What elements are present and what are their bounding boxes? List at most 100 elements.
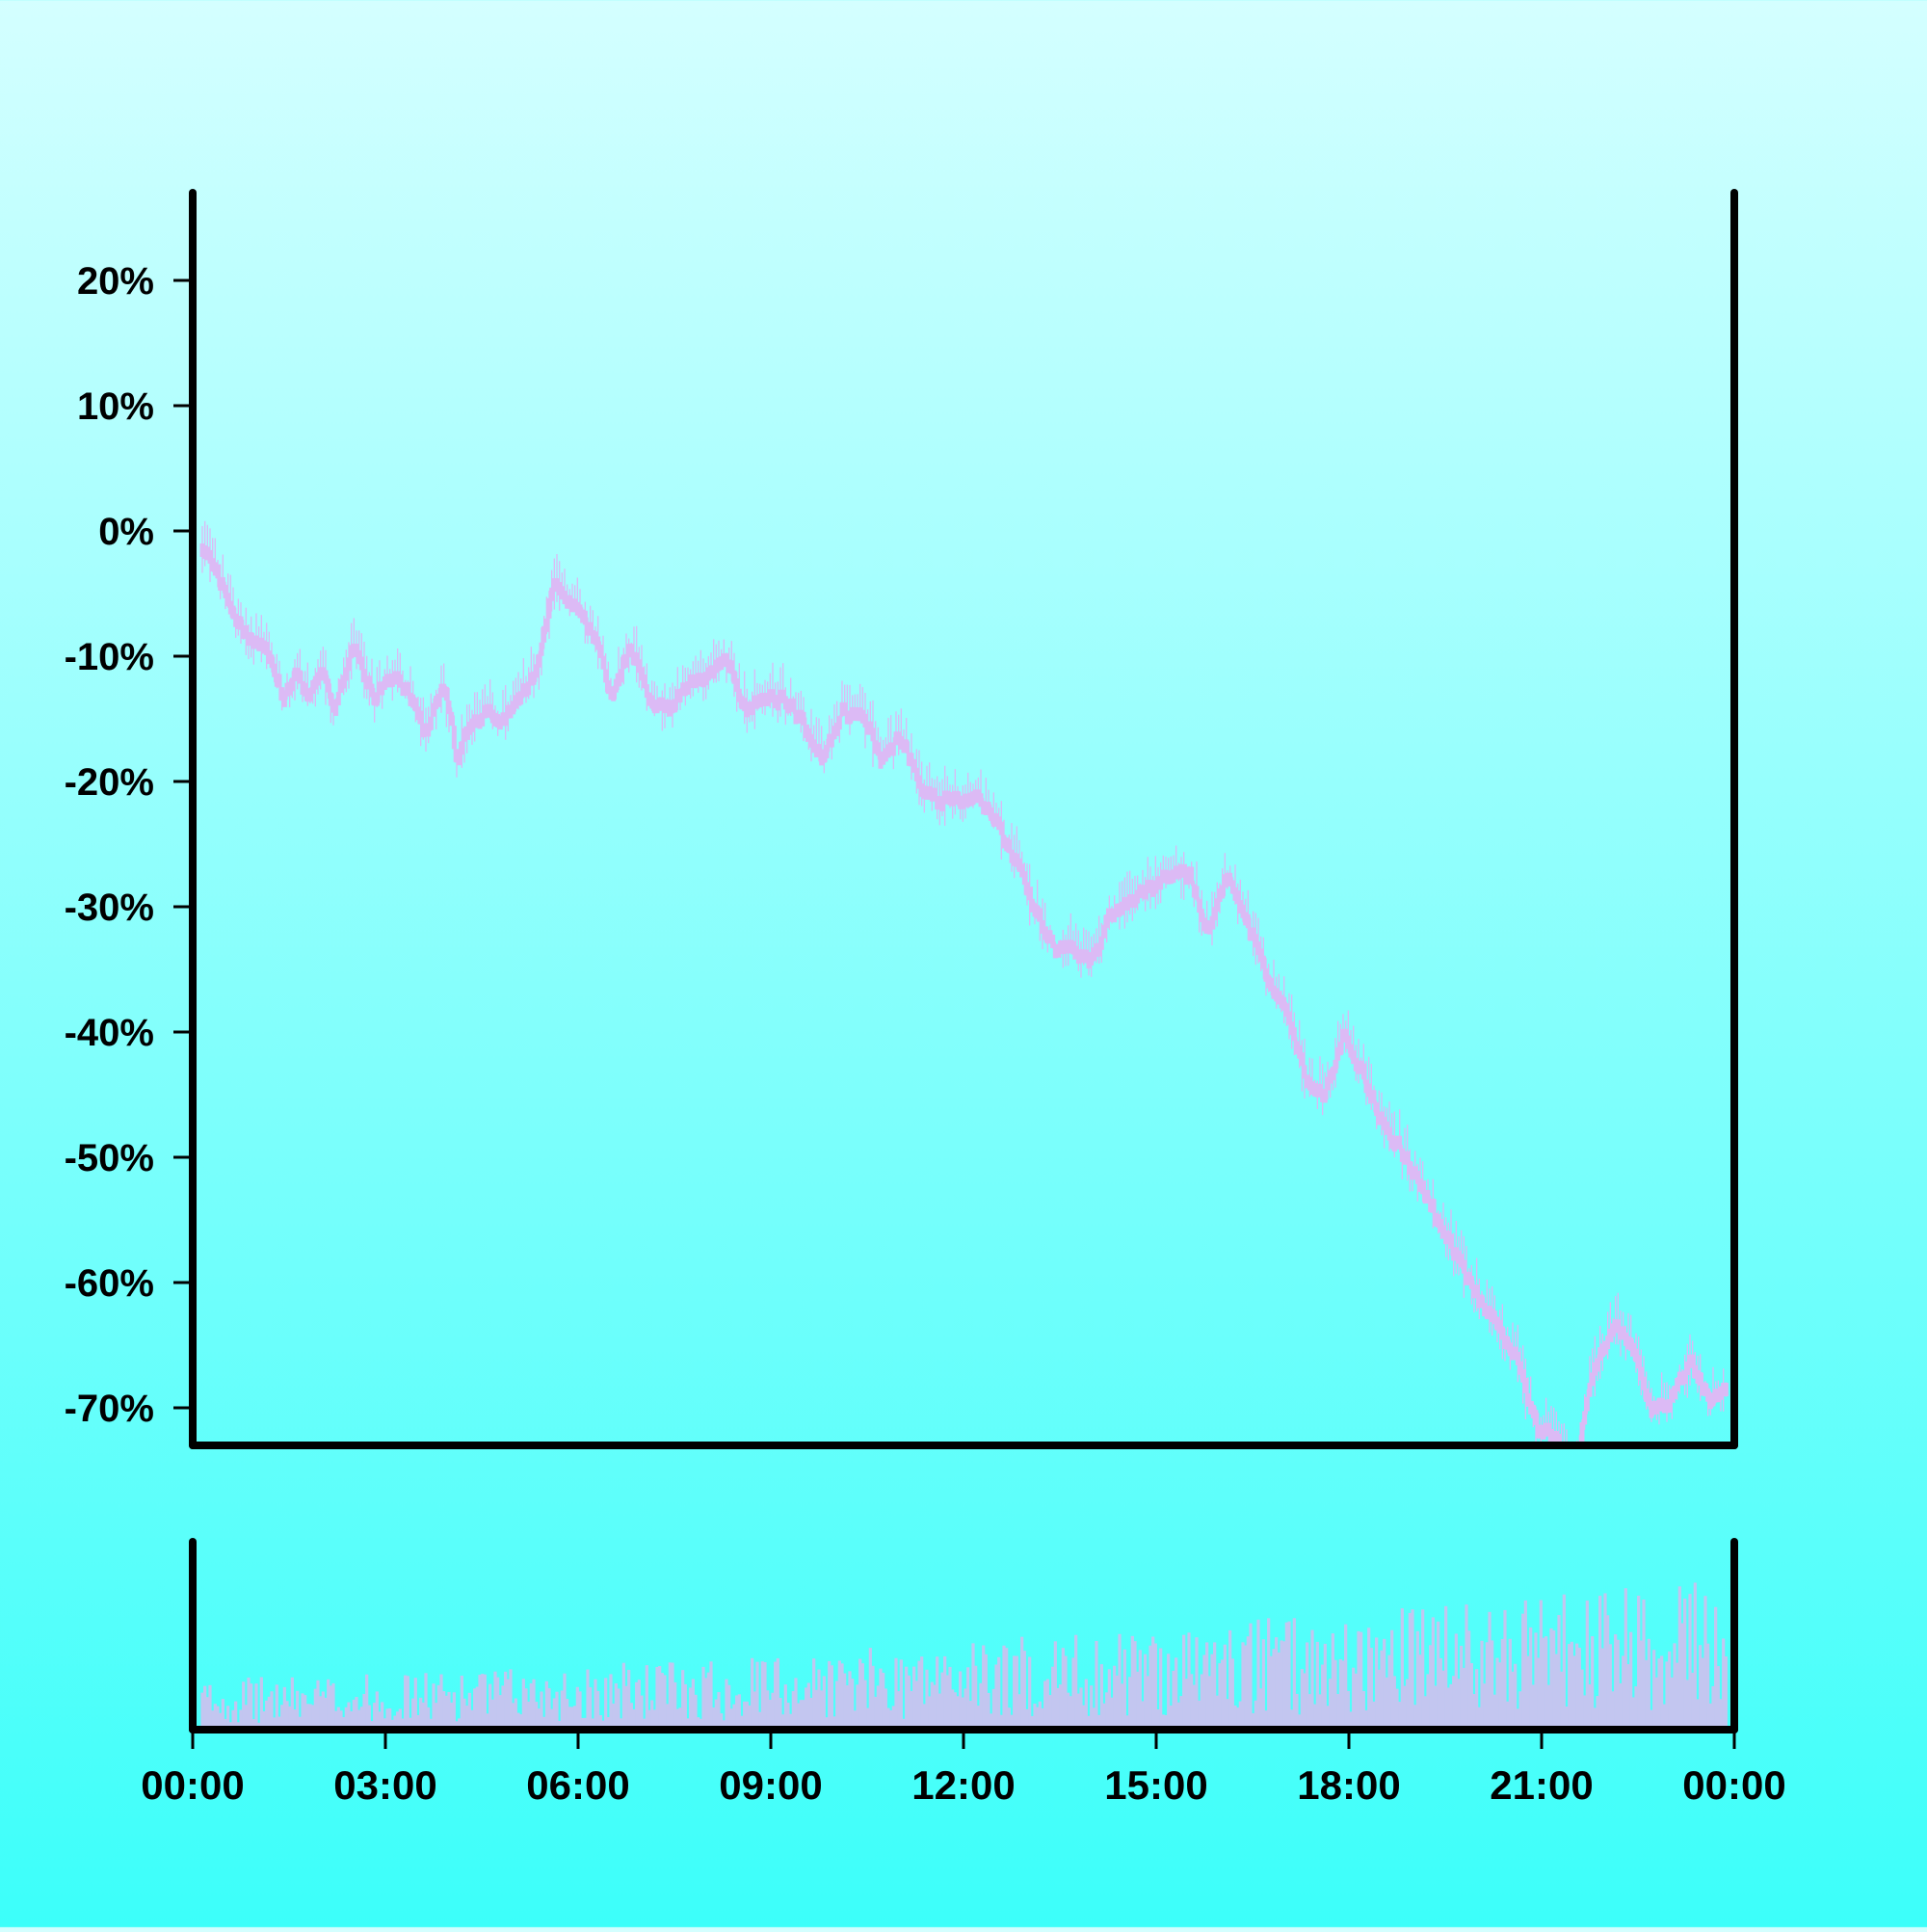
candle-body	[1135, 889, 1141, 904]
candle-body	[1451, 1247, 1457, 1261]
volume-bar	[805, 1687, 808, 1730]
volume-bar	[1190, 1674, 1194, 1730]
candle-body	[1109, 908, 1115, 922]
candle-body	[859, 709, 865, 724]
volume-bar	[560, 1690, 564, 1730]
volume-bar	[378, 1711, 382, 1730]
volume-bar	[344, 1707, 348, 1730]
volume-bar	[1375, 1637, 1379, 1730]
volume-bar	[835, 1681, 839, 1730]
volume-bar	[920, 1656, 924, 1730]
volume-bar	[1706, 1643, 1710, 1730]
volume-bar	[1600, 1648, 1604, 1730]
candle-body	[1703, 1383, 1708, 1397]
candle-body	[958, 795, 964, 809]
candle-body	[1127, 894, 1133, 909]
volume-bar	[242, 1681, 246, 1730]
volume-bar	[1256, 1619, 1260, 1730]
y-tick-label: -10%	[65, 636, 154, 678]
volume-bar	[1236, 1707, 1240, 1730]
volume-bar	[779, 1698, 782, 1730]
candle-body	[1669, 1389, 1675, 1403]
candle-body	[634, 652, 640, 667]
volume-bar	[208, 1684, 212, 1730]
volume-bar	[1249, 1623, 1253, 1730]
candle-body	[326, 678, 331, 693]
candle-body	[1006, 839, 1012, 854]
volume-bar	[1048, 1695, 1052, 1730]
candle-body	[318, 667, 324, 681]
volume-bar	[799, 1700, 803, 1730]
candle-body	[1225, 872, 1230, 887]
candle-body	[1587, 1383, 1593, 1397]
volume-bar	[470, 1709, 474, 1730]
volume-bar	[745, 1701, 749, 1730]
volume-bar	[1310, 1629, 1314, 1730]
volume-bar	[1326, 1706, 1330, 1730]
volume-bar	[743, 1701, 747, 1730]
candle-body	[1314, 1083, 1320, 1098]
candle-body	[1448, 1233, 1454, 1249]
volume-bar	[1629, 1631, 1633, 1730]
candle-body	[1453, 1247, 1459, 1261]
candle-body	[935, 796, 940, 810]
candle-body	[1360, 1063, 1366, 1080]
candle-body	[705, 667, 711, 681]
volume-bar	[383, 1718, 386, 1730]
candle-body	[696, 673, 701, 687]
candle-body	[1348, 1044, 1354, 1058]
candle-body	[654, 700, 660, 714]
volume-bar	[1560, 1671, 1564, 1730]
volume-bar	[1639, 1640, 1643, 1730]
candle-body	[595, 636, 601, 650]
candle-body	[952, 790, 958, 805]
volume-bar	[1338, 1658, 1342, 1730]
volume-bar	[1506, 1701, 1510, 1730]
volume-bar	[781, 1714, 785, 1730]
candle-body	[998, 821, 1004, 835]
volume-bar	[1622, 1655, 1625, 1730]
candle-body	[1235, 890, 1241, 905]
volume-bar	[1395, 1688, 1399, 1730]
candle-body	[616, 673, 621, 687]
volume-bar	[1418, 1654, 1422, 1730]
volume-bar	[393, 1715, 397, 1730]
volume-bar	[1583, 1695, 1587, 1730]
volume-bar	[843, 1673, 847, 1730]
volume-bar	[1102, 1703, 1106, 1730]
candle-body	[944, 790, 950, 805]
volume-bar	[1226, 1699, 1229, 1730]
candle-body	[890, 742, 896, 756]
volume-bar	[884, 1688, 887, 1730]
volume-bar	[473, 1688, 477, 1730]
volume-bar	[1221, 1659, 1225, 1730]
volume-bar	[273, 1717, 277, 1730]
candle-body	[449, 711, 455, 727]
candle-body	[834, 722, 840, 736]
volume-bar	[219, 1712, 223, 1730]
candle-body	[896, 731, 902, 746]
volume-bar	[1313, 1704, 1317, 1730]
candle-body	[986, 802, 991, 816]
candle-body	[713, 659, 719, 674]
volume-bar	[1275, 1637, 1279, 1730]
volume-bar	[411, 1698, 415, 1730]
candle-body	[272, 663, 277, 677]
candle-body	[752, 695, 757, 709]
volume-bar	[1568, 1644, 1571, 1730]
candle-body	[577, 604, 583, 619]
volume-bar	[1677, 1586, 1681, 1730]
volume-bar	[717, 1692, 721, 1730]
volume-bar	[1205, 1642, 1209, 1730]
candle-body	[852, 706, 858, 721]
volume-bar	[1272, 1649, 1276, 1730]
candle-body	[901, 739, 907, 754]
volume-bar	[450, 1702, 454, 1730]
candle-body	[1518, 1361, 1523, 1375]
candle-body	[1101, 924, 1107, 939]
candle-body	[207, 549, 213, 564]
volume-bar	[254, 1683, 258, 1730]
volume-bar	[435, 1703, 438, 1730]
volume-bar	[606, 1717, 610, 1730]
candle-body	[1721, 1382, 1727, 1396]
